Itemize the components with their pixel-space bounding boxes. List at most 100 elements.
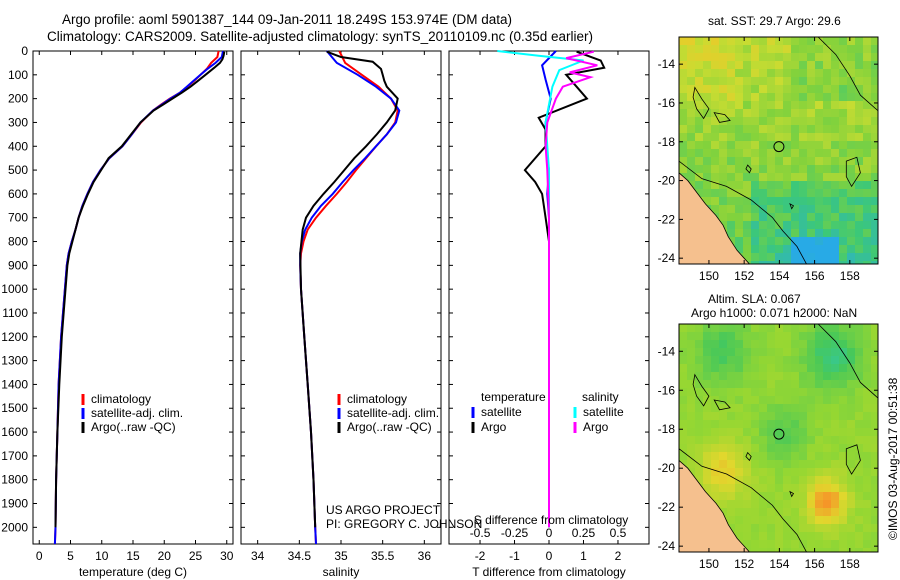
map-cell <box>751 476 760 485</box>
map-cell <box>695 69 704 78</box>
map-cell <box>775 364 784 373</box>
map-cell <box>783 332 792 341</box>
map-cell <box>775 436 784 445</box>
map-cell <box>847 141 856 150</box>
map-cell <box>727 101 736 110</box>
map-cell <box>831 484 840 493</box>
map-cell <box>791 261 800 264</box>
map-cell <box>823 245 832 254</box>
map-cell <box>871 253 878 262</box>
map-cell <box>871 476 878 485</box>
map-cell <box>759 117 768 126</box>
map-cell <box>783 237 792 246</box>
map-cell <box>727 468 736 477</box>
map-cell <box>831 69 840 78</box>
map-cell <box>679 412 688 421</box>
map-cell <box>695 165 704 174</box>
map-cell <box>863 141 872 150</box>
map-cell <box>807 101 816 110</box>
map-cell <box>743 484 752 493</box>
map-cell <box>679 125 688 134</box>
map-cell <box>759 460 768 469</box>
map-cell <box>815 484 824 493</box>
map-cell <box>847 117 856 126</box>
map-cell <box>831 420 840 429</box>
map-cell <box>711 468 720 477</box>
map-cell <box>775 412 784 421</box>
map-cell <box>807 492 816 501</box>
map-cell <box>807 117 816 126</box>
map-y-tick-label: -16 <box>658 383 676 397</box>
map-cell <box>695 93 704 102</box>
map-cell <box>799 197 808 206</box>
map-cell <box>735 404 744 413</box>
map-cell <box>711 125 720 134</box>
legend-label: satellite-adj. clim. <box>347 406 439 420</box>
map-cell <box>711 428 720 437</box>
map-cell <box>815 476 824 485</box>
map-cell <box>767 93 776 102</box>
map-y-tick-label: -16 <box>658 96 676 110</box>
map-cell <box>711 340 720 349</box>
map-cell <box>775 532 784 541</box>
map-cell <box>727 324 736 333</box>
map-cell <box>823 452 832 461</box>
map-cell <box>783 444 792 453</box>
map-cell <box>863 404 872 413</box>
map-cell <box>775 165 784 174</box>
map-cell <box>703 85 712 94</box>
map-cell <box>735 181 744 190</box>
map-cell <box>775 69 784 78</box>
map-cell <box>863 548 872 552</box>
map-cell <box>823 524 832 533</box>
map-cell <box>823 508 832 517</box>
map-cell <box>807 109 816 118</box>
map-cell <box>815 372 824 381</box>
map-cell <box>863 221 872 230</box>
map-cell <box>823 77 832 86</box>
map-cell <box>847 53 856 62</box>
map-cell <box>767 173 776 182</box>
map-x-tick-label: 158 <box>840 269 860 283</box>
map-cell <box>815 428 824 437</box>
map-cell <box>791 388 800 397</box>
map-cell <box>751 452 760 461</box>
map-cell <box>807 221 816 230</box>
map-cell <box>775 508 784 517</box>
map-cell <box>759 444 768 453</box>
map-cell <box>751 37 760 46</box>
map-cell <box>799 452 808 461</box>
map-cell <box>815 205 824 214</box>
map-cell <box>719 364 728 373</box>
map-cell <box>783 428 792 437</box>
map-cell <box>783 492 792 501</box>
map-cell <box>783 412 792 421</box>
map-cell <box>759 388 768 397</box>
map-cell <box>863 229 872 238</box>
y-tick-label: 100 <box>8 68 28 82</box>
map-cell <box>871 53 878 62</box>
map-cell <box>839 524 848 533</box>
map-cell <box>679 356 688 365</box>
map-cell <box>807 508 816 517</box>
map-cell <box>735 237 744 246</box>
map-cell <box>791 516 800 525</box>
map-cell <box>703 388 712 397</box>
map-cell <box>871 229 878 238</box>
map-cell <box>847 388 856 397</box>
map-cell <box>743 61 752 70</box>
map-cell <box>799 460 808 469</box>
map-cell <box>815 149 824 158</box>
map-cell <box>703 133 712 142</box>
map-cell <box>711 205 720 214</box>
map-cell <box>783 213 792 222</box>
map-cell <box>791 157 800 166</box>
map-cell <box>839 516 848 525</box>
map-cell <box>839 117 848 126</box>
map-cell <box>783 436 792 445</box>
map-cell <box>831 500 840 509</box>
map-cell <box>839 69 848 78</box>
map-cell <box>791 452 800 461</box>
map-cell <box>839 468 848 477</box>
map-cell <box>799 500 808 509</box>
